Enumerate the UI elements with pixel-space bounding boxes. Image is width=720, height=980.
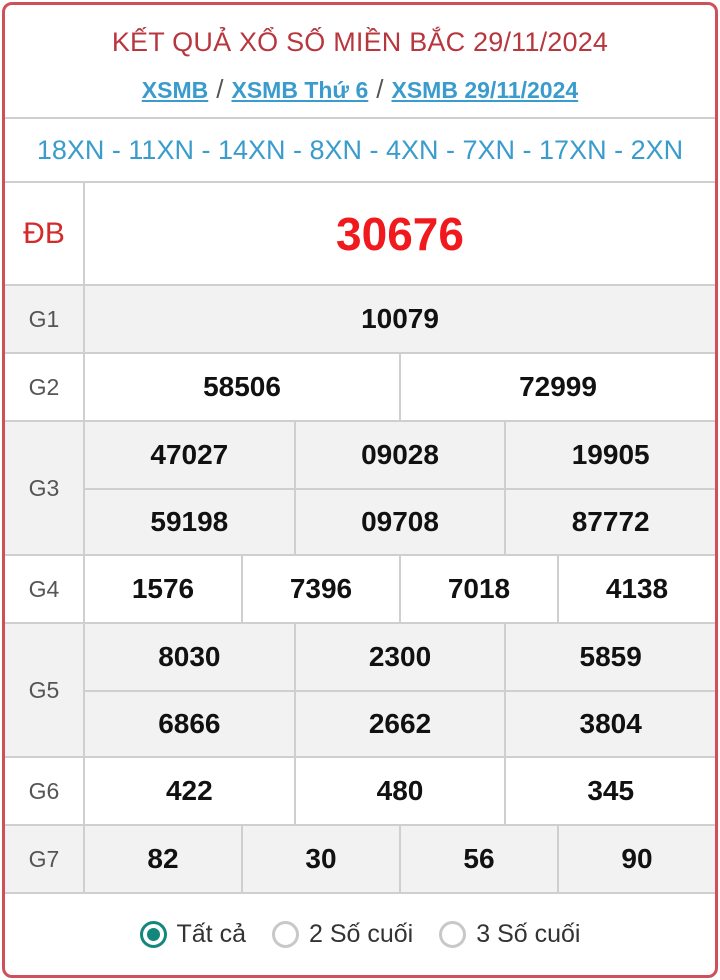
breadcrumb-separator: / — [216, 74, 224, 104]
prize-number: 6866 — [158, 708, 221, 739]
filter-label: Tất cả — [176, 919, 246, 948]
prize-row-g3: G3 47027 09028 19905 59198 09708 87772 — [5, 422, 715, 556]
prize-number: 480 — [293, 758, 505, 824]
prize-label: G1 — [5, 286, 85, 352]
prize-number: 4138 — [557, 556, 715, 622]
filter-label: 2 Số cuối — [308, 919, 414, 948]
filter-last-2[interactable]: 2 Số cuối — [271, 919, 414, 949]
radio-checked-icon[interactable] — [139, 920, 167, 948]
prize-number: 10079 — [361, 303, 439, 334]
prize-number: 09708 — [293, 490, 505, 554]
prize-label: ĐB — [5, 183, 85, 284]
link-xsmb[interactable]: XSMB — [141, 77, 209, 103]
prize-label: G7 — [5, 826, 85, 892]
filter-all[interactable]: Tất cả — [139, 919, 246, 949]
prize-number: 09028 — [293, 422, 505, 488]
prize-label: G3 — [5, 422, 85, 554]
prize-number: 7018 — [399, 556, 557, 622]
prize-number: 5859 — [504, 624, 715, 690]
filter-last-3[interactable]: 3 Số cuối — [439, 920, 580, 949]
radio-unchecked-icon[interactable] — [439, 920, 467, 948]
digit-filter: Tất cả 2 Số cuối 3 Số cuối — [5, 894, 715, 974]
prize-row-g4: G4 1576 7396 7018 4138 — [5, 556, 715, 624]
link-xsmb-thu-6[interactable]: XSMB Thứ 6 — [231, 77, 369, 103]
prize-number: 47027 — [150, 439, 229, 470]
prize-number: 58506 — [203, 371, 281, 402]
prize-number: 30 — [241, 826, 399, 892]
header: KẾT QUẢ XỔ SỐ MIỀN BẮC 29/11/2024 XSMB / X… — [5, 5, 715, 119]
prize-number: 56 — [399, 826, 557, 892]
prize-label: G5 — [5, 624, 85, 756]
prize-codes: 18XN - 11XN - 14XN - 8XN - 4XN - 7XN - 1… — [5, 119, 715, 183]
prize-number: 19905 — [504, 422, 715, 488]
prize-row-g2: G2 58506 72999 — [5, 354, 715, 422]
prize-number: 3804 — [504, 692, 715, 756]
prize-number: 7396 — [241, 556, 399, 622]
prize-number: 345 — [504, 758, 715, 824]
prize-label: G2 — [5, 354, 85, 420]
page-title: KẾT QUẢ XỔ SỐ MIỀN BẮC 29/11/2024 — [111, 27, 609, 57]
prize-number: 1576 — [131, 573, 195, 604]
prize-label: G6 — [5, 758, 85, 824]
link-xsmb-date[interactable]: XSMB 29/11/2024 — [391, 77, 579, 103]
breadcrumb-separator: / — [376, 74, 384, 104]
prize-number: 87772 — [504, 490, 715, 554]
prize-row-g5: G5 8030 2300 5859 6866 2662 3804 — [5, 624, 715, 758]
prize-number: 8030 — [158, 641, 221, 672]
radio-unchecked-icon[interactable] — [271, 920, 299, 948]
prize-label: G4 — [5, 556, 85, 622]
prize-number: 59198 — [150, 506, 229, 537]
prize-number: 72999 — [399, 354, 715, 420]
filter-label: 3 Số cuối — [476, 919, 581, 948]
prize-number: 422 — [165, 775, 213, 806]
prize-number: 30676 — [336, 207, 464, 260]
prize-number: 2662 — [293, 692, 505, 756]
prize-row-g6: G6 422 480 345 — [5, 758, 715, 826]
breadcrumb: XSMB / XSMB Thứ 6 / XSMB 29/11/2024 — [5, 74, 715, 105]
prize-number: 82 — [147, 843, 179, 874]
prize-row-g1: G1 10079 — [5, 286, 715, 354]
prize-row-db: ĐB 30676 — [5, 183, 715, 286]
prize-number: 90 — [557, 826, 715, 892]
prize-row-g7: G7 82 30 56 90 — [5, 826, 715, 894]
prize-number: 2300 — [293, 624, 505, 690]
